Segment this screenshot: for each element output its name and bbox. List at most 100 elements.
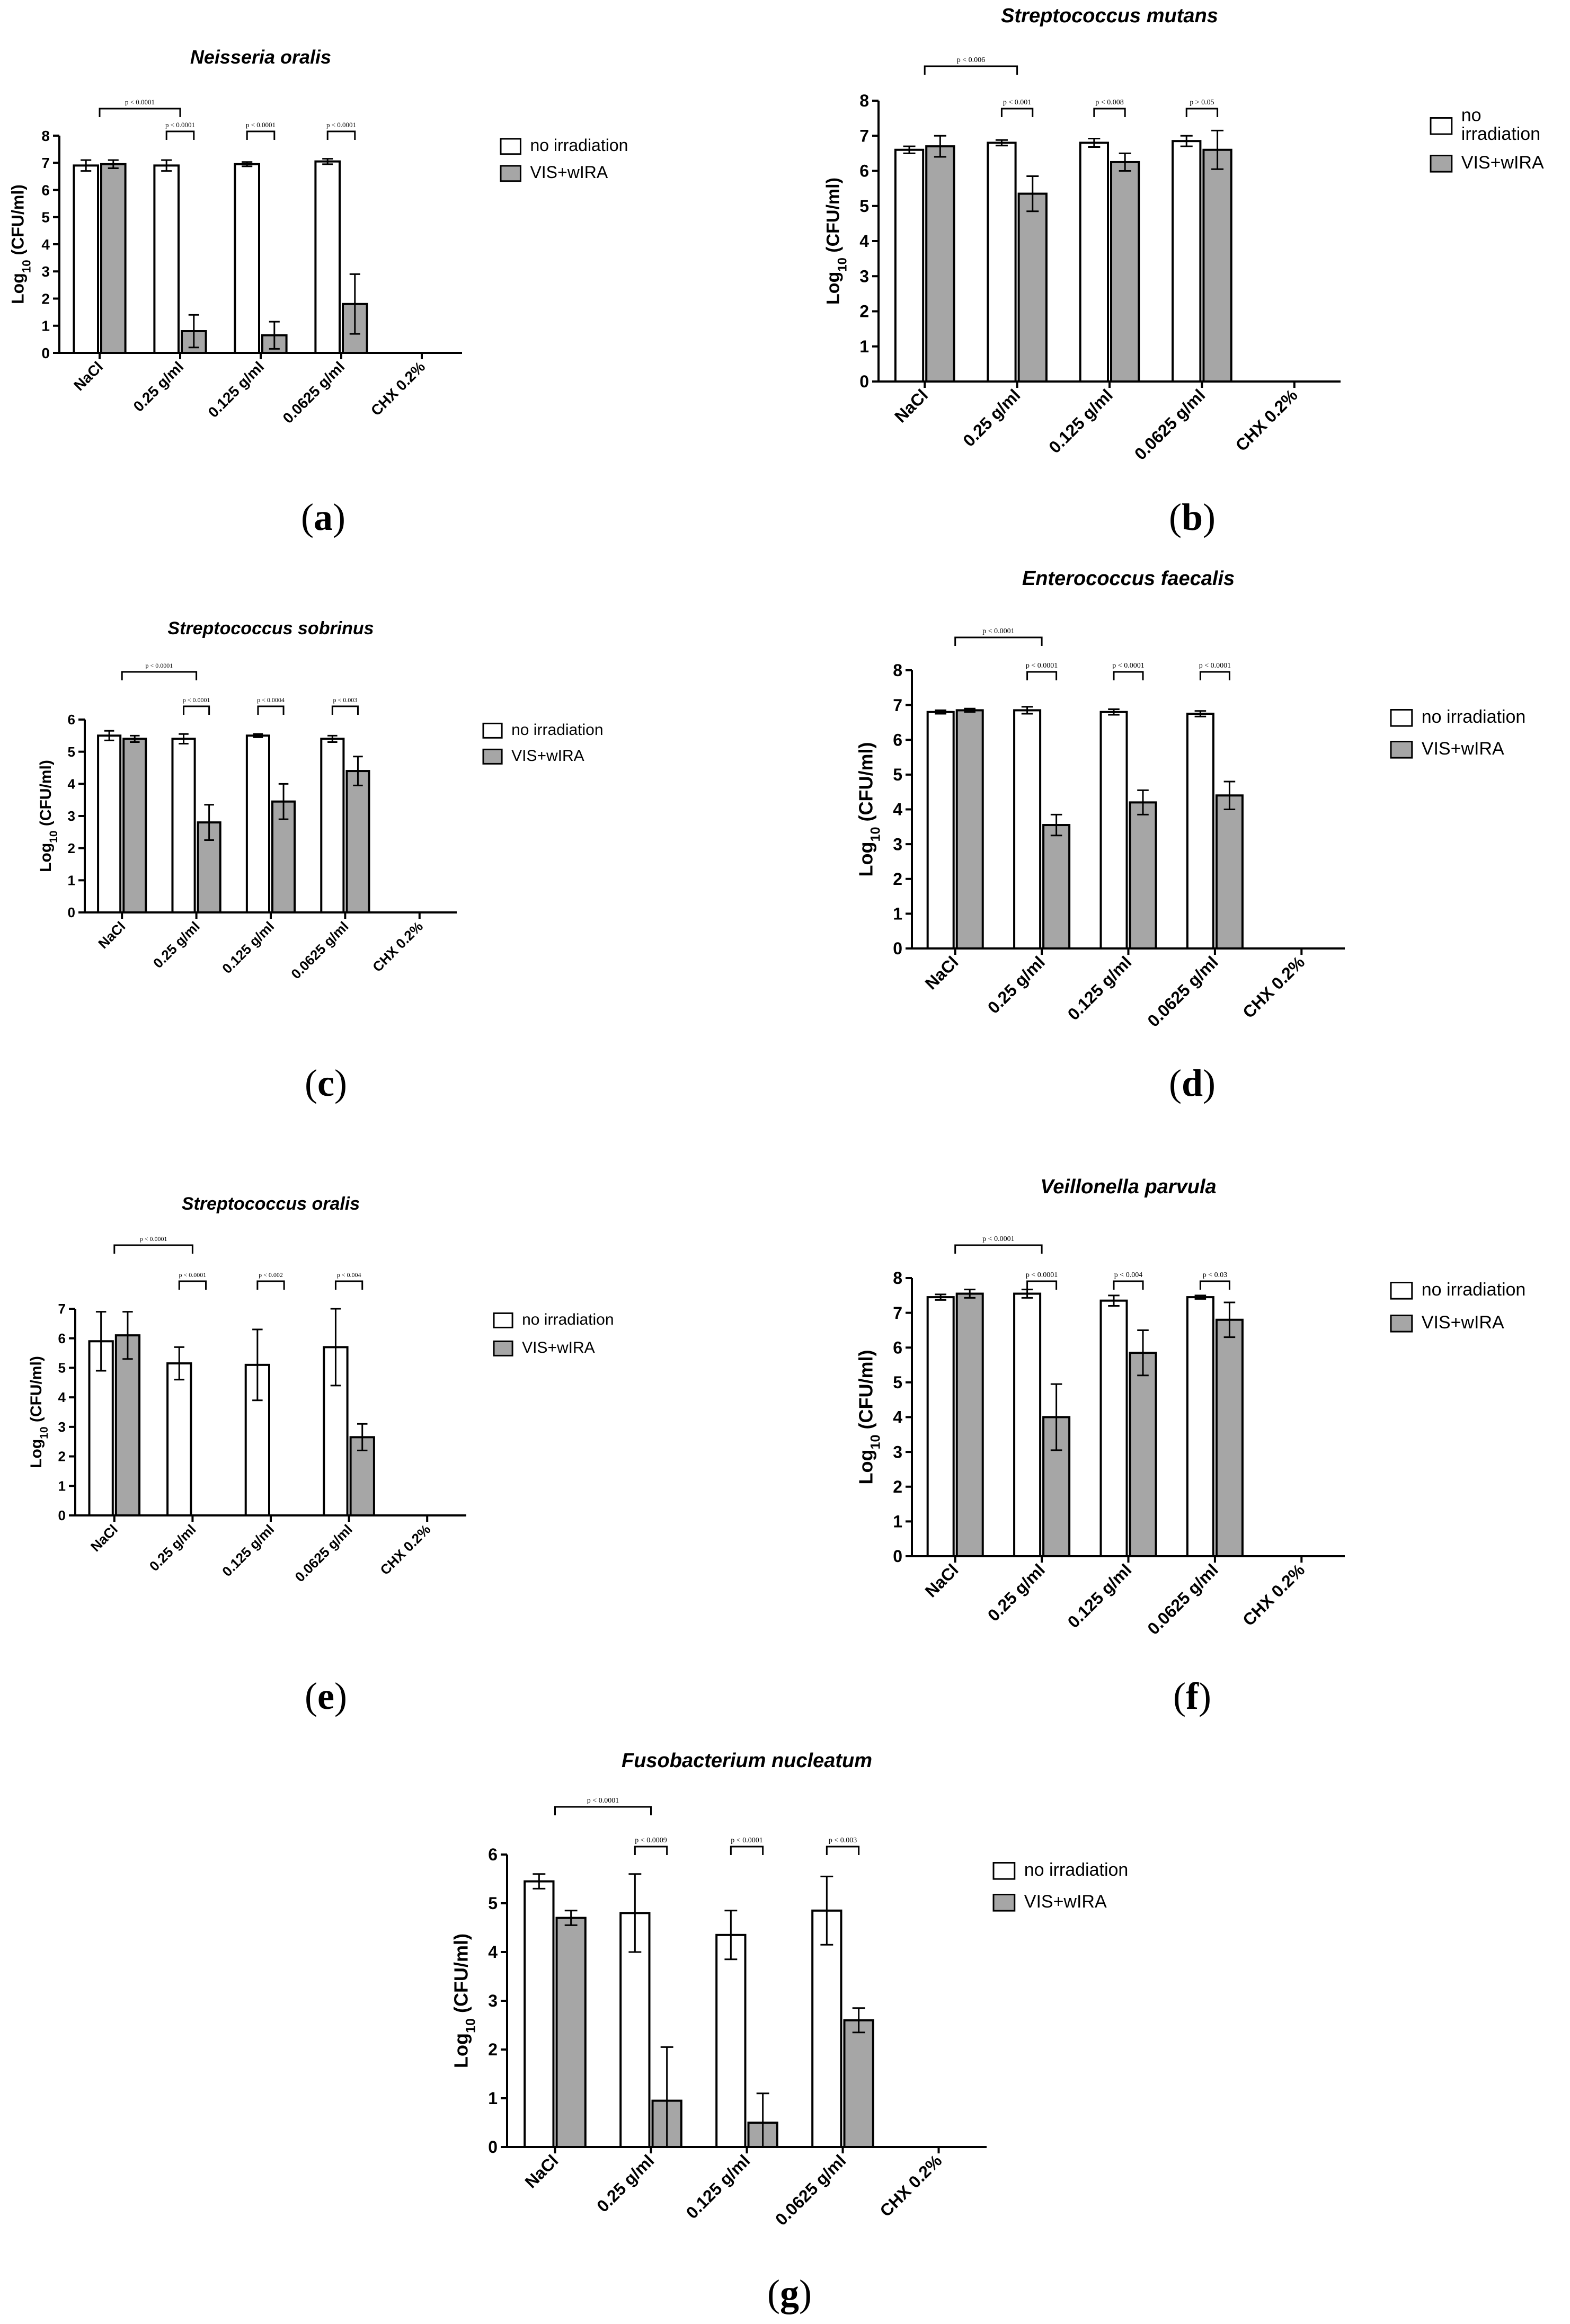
x-tick-label: CHX 0.2%: [377, 1521, 433, 1578]
significance-bracket: [99, 108, 181, 117]
bar-vis-wira: [100, 163, 127, 354]
y-tick-label: 4: [893, 1408, 902, 1427]
legend-label: VIS+wIRA: [530, 163, 608, 182]
y-tick-label: 0: [41, 345, 50, 361]
legend-label: VIS+wIRA: [522, 1339, 595, 1356]
significance-label: p > 0.05: [1190, 99, 1214, 107]
bar-vis-wira: [1202, 148, 1232, 383]
x-tick-label: 0.0625 g/ml: [280, 358, 348, 427]
x-tick-label: 0.125 g/ml: [205, 358, 268, 421]
bar-no-irradiation: [314, 160, 341, 354]
x-tick-label: CHX 0.2%: [1239, 1560, 1308, 1629]
significance-label: p < 0.0009: [635, 1837, 667, 1844]
legend-swatch-no-irradiation: [500, 138, 521, 155]
significance-bracket: [121, 671, 198, 680]
y-tick-label: 1: [859, 337, 869, 356]
y-tick-label: 6: [68, 712, 75, 728]
significance-label: p < 0.004: [337, 1271, 361, 1279]
y-axis-label: Log10 (CFU/ml): [450, 1933, 478, 2068]
significance-bracket: [257, 705, 285, 715]
bar-no-irradiation: [894, 148, 925, 383]
significance-label: p < 0.0001: [587, 1797, 619, 1805]
y-tick-label: 4: [58, 1389, 66, 1405]
bar-vis-wira: [1129, 801, 1157, 950]
bar-no-irradiation: [171, 738, 196, 914]
y-tick-label: 1: [893, 1512, 902, 1531]
x-tick-label: 0.125 g/ml: [1064, 952, 1136, 1024]
bar-no-irradiation: [1013, 1292, 1042, 1557]
significance-label: p < 0.03: [1203, 1271, 1227, 1279]
legend-swatch-vis-wira: [500, 165, 521, 182]
significance-bracket: [246, 130, 276, 140]
significance-bracket: [634, 1846, 668, 1855]
significance-bracket: [954, 636, 1043, 646]
x-tick-label: 0.0625 g/ml: [771, 2151, 849, 2229]
bar-vis-wira: [1042, 824, 1071, 950]
significance-bracket: [924, 65, 1018, 75]
significance-label: p < 0.0001: [1199, 662, 1231, 670]
y-tick-label: 5: [488, 1894, 498, 1913]
significance-bracket: [113, 1244, 193, 1254]
bar-no-irradiation: [926, 1296, 955, 1557]
y-tick-label: 4: [893, 800, 902, 819]
significance-bracket: [1000, 108, 1034, 117]
panel-label: (g): [767, 2272, 812, 2314]
significance-label: p < 0.0001: [1026, 662, 1058, 670]
x-tick-label: 0.125 g/ml: [682, 2151, 754, 2222]
significance-bracket: [1199, 1280, 1230, 1290]
significance-bracket: [183, 705, 210, 715]
y-tick-label: 5: [893, 765, 902, 784]
y-tick-label: 5: [859, 197, 869, 216]
bar-no-irradiation: [234, 163, 260, 354]
significance-label: p < 0.0001: [125, 98, 155, 106]
bar-vis-wira: [555, 1917, 587, 2149]
significance-bracket: [554, 1806, 652, 1815]
x-tick-label: NaCl: [891, 385, 932, 426]
y-tick-label: 2: [58, 1449, 66, 1465]
bar-no-irradiation: [73, 164, 99, 354]
significance-bracket: [1026, 1280, 1058, 1290]
y-tick-label: 2: [859, 302, 869, 321]
chart-panel-f: Veillonella parvula 0 1 2 3 4 5 6 7 8 Log10 (CFU/m…: [855, 1176, 1526, 1717]
bar-no-irradiation: [811, 1909, 842, 2149]
x-tick-label: 0.0625 g/ml: [288, 918, 351, 982]
x-tick-label: 0.25 g/ml: [959, 385, 1024, 450]
x-tick-label: NaCl: [87, 1521, 121, 1555]
x-tick-label: NaCl: [521, 2151, 562, 2192]
significance-bracket: [165, 130, 195, 140]
bar-no-irradiation: [320, 738, 345, 914]
y-tick-label: 5: [58, 1360, 66, 1376]
y-tick-label: 8: [893, 1269, 902, 1288]
y-tick-label: 1: [893, 904, 902, 924]
x-tick-label: CHX 0.2%: [876, 2151, 945, 2220]
bar-no-irradiation: [245, 734, 271, 914]
chart-title: Neisseria oralis: [190, 46, 331, 68]
legend-swatch-no-irradiation: [1430, 117, 1453, 135]
bar-vis-wira: [1215, 1318, 1244, 1557]
significance-label: p < 0.003: [333, 696, 358, 704]
legend-label: no irradiation: [1024, 1860, 1129, 1880]
x-tick-label: NaCl: [70, 358, 106, 394]
significance-label: p < 0.0001: [1112, 662, 1144, 670]
legend-swatch-vis-wira: [992, 1894, 1016, 1912]
x-tick-label: 0.0625 g/ml: [1143, 1560, 1221, 1638]
significance-bracket: [178, 1280, 207, 1290]
x-tick-label: 0.25 g/ml: [150, 918, 203, 971]
significance-bracket: [326, 130, 356, 140]
significance-label: p < 0.0001: [246, 121, 276, 129]
y-axis-label: Log10 (CFU/ml): [28, 1356, 50, 1468]
chart-title: Veillonella parvula: [1040, 1176, 1216, 1198]
y-tick-label: 5: [893, 1373, 902, 1392]
y-tick-label: 6: [893, 1338, 902, 1357]
x-tick-label: 0.125 g/ml: [1064, 1560, 1136, 1631]
legend-label: VIS+wIRA: [511, 747, 584, 765]
legend-swatch-no-irradiation: [482, 722, 503, 739]
bar-no-irradiation: [1186, 713, 1214, 950]
y-axis-label: Log10 (CFU/ml): [37, 760, 60, 872]
x-tick-label: NaCl: [921, 1560, 962, 1601]
legend-label: no irradiation: [522, 1311, 614, 1328]
y-tick-label: 0: [68, 904, 75, 920]
significance-bracket: [256, 1280, 285, 1290]
significance-label: p < 0.008: [1095, 99, 1123, 107]
legend-label: no irradiation: [530, 136, 628, 155]
